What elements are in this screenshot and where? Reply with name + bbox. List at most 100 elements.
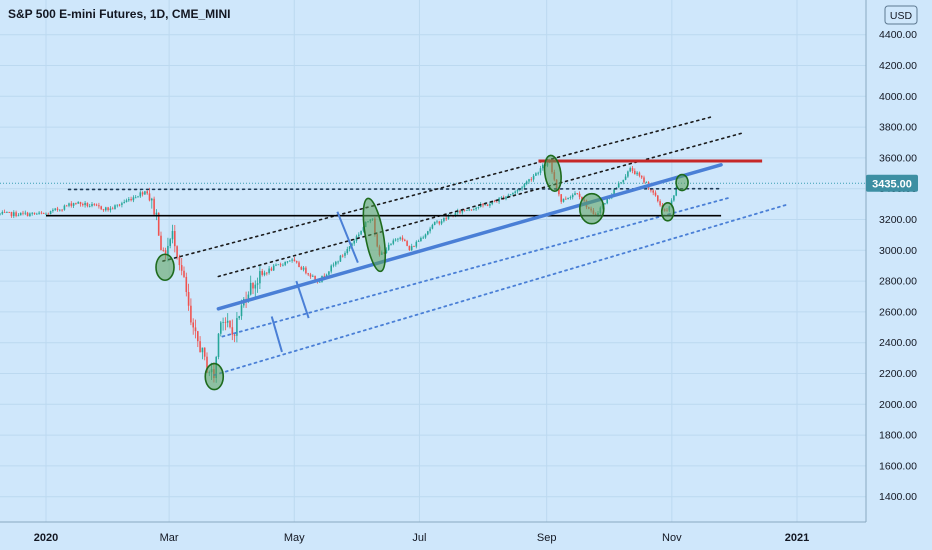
candle-body [98, 205, 100, 207]
candle-body [542, 164, 544, 169]
candle-body [406, 241, 408, 246]
candle-body [659, 201, 661, 206]
candle-body [220, 322, 222, 334]
candle-body [341, 255, 344, 257]
candle-body [447, 216, 450, 219]
candle-body [100, 206, 102, 210]
highlight-ellipse [155, 253, 175, 282]
chart-title: S&P 500 E-mini Futures, 1D, CME_MINI [8, 7, 231, 21]
candle-body [401, 237, 404, 240]
candle-body [539, 168, 542, 173]
candle-body [443, 217, 445, 222]
candle-body [47, 213, 50, 215]
candle-body [15, 212, 17, 216]
candle-body [107, 207, 109, 211]
candle-body [52, 209, 54, 212]
price-axis-background [866, 0, 932, 550]
highlight-ellipse [204, 362, 225, 391]
candle-body [24, 212, 27, 214]
candle-body [79, 202, 82, 205]
highlight-ellipse [675, 173, 689, 192]
candle-body [307, 273, 309, 275]
candle-body [514, 191, 516, 193]
candle-body [146, 191, 148, 194]
candle-body [645, 182, 648, 184]
candle-body [197, 331, 199, 342]
candle-body [36, 213, 38, 215]
candle-body [328, 271, 330, 275]
candle-body [217, 333, 220, 357]
candle-body [178, 256, 181, 266]
candle-body [530, 179, 533, 181]
candle-body [286, 261, 289, 263]
candle-body [201, 347, 204, 353]
highlight-ellipse [543, 154, 562, 192]
candle-body [408, 245, 411, 251]
candle-body [312, 275, 314, 277]
candle-body [636, 172, 638, 175]
candle-body [169, 239, 171, 246]
candle-body [229, 320, 231, 328]
candle-body [65, 205, 68, 207]
candle-body [509, 194, 512, 196]
candle-body [293, 259, 296, 262]
candle-body [240, 305, 243, 317]
x-tick-label: Sep [537, 532, 557, 544]
candle-body [171, 231, 174, 240]
candle-body [289, 260, 291, 262]
candle-body [249, 282, 252, 295]
candle-body [613, 189, 615, 195]
candle-body [68, 203, 70, 206]
candle-body [567, 197, 569, 200]
candle-body [516, 189, 519, 192]
candle-body [121, 203, 123, 205]
candle-body [493, 201, 496, 203]
candle-body [330, 265, 332, 272]
candle-body [75, 203, 77, 205]
candle-body [404, 239, 406, 242]
candle-body [183, 270, 185, 277]
candle-body [199, 341, 201, 353]
candle-body [226, 320, 229, 323]
candle-body [105, 207, 107, 211]
candle-body [54, 208, 56, 210]
candle-body [560, 194, 562, 202]
candle-body [461, 209, 464, 213]
price-axis[interactable]: USD 4400.00 4200.00 4000.00 3800.00 3600.00 3… [865, 0, 932, 550]
candle-body [537, 172, 539, 174]
candle-body [394, 239, 397, 241]
candle-body [569, 197, 572, 199]
candle-body [470, 209, 473, 211]
candle-body [19, 212, 22, 216]
candle-body [466, 210, 468, 211]
candle-body [279, 264, 282, 266]
candle-body [33, 212, 36, 214]
candle-body [206, 356, 208, 373]
candle-body [523, 183, 526, 188]
candle-body [424, 234, 427, 238]
y-tick-label: 3200.00 [879, 214, 917, 226]
candle-body [486, 204, 489, 206]
x-tick-label: 2021 [785, 532, 809, 544]
candle-body [38, 212, 40, 214]
candle-body [484, 204, 487, 206]
candle-body [346, 249, 349, 253]
candle-body [116, 204, 119, 206]
candle-body [91, 204, 93, 206]
candle-body [236, 318, 238, 336]
candle-body [3, 212, 6, 213]
y-tick-label: 3600.00 [879, 152, 917, 164]
candle-body [420, 237, 422, 242]
candle-body [82, 204, 84, 206]
dotted-channel-line [217, 132, 743, 278]
candle-body [109, 208, 112, 211]
currency-badge[interactable] [884, 5, 918, 25]
candle-body [413, 246, 415, 247]
candle-body [95, 204, 98, 206]
candle-body [298, 262, 300, 268]
time-axis[interactable]: 2020 Mar May Jul Sep Nov 2021 [0, 521, 932, 550]
candle-body [256, 283, 259, 285]
candle-body [397, 238, 399, 240]
